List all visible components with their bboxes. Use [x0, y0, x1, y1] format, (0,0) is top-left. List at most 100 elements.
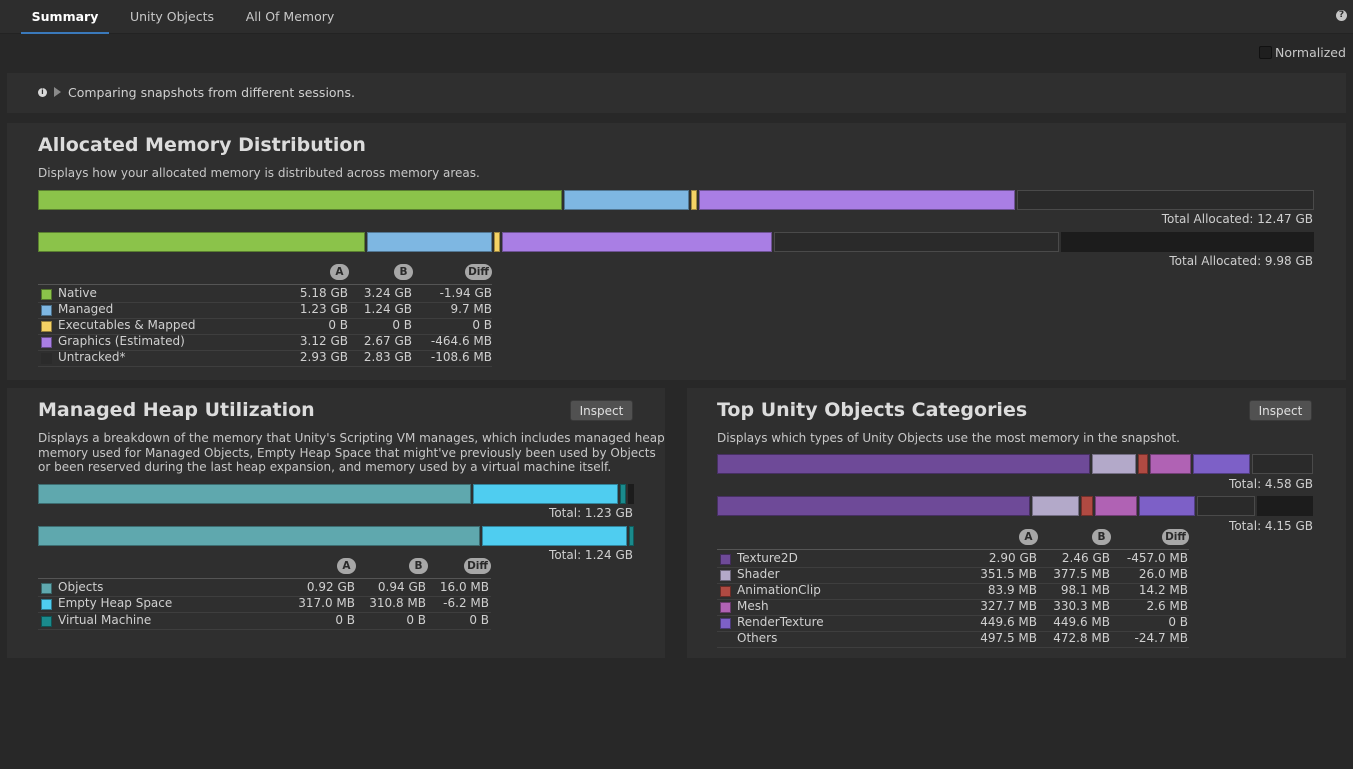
column-a-header: A [1019, 529, 1038, 545]
row-divider [717, 647, 1189, 648]
managed-heap-panel: Managed Heap Utilization Inspect Display… [7, 388, 665, 658]
row-name: Shader [737, 567, 780, 581]
bar-segment-native[interactable] [38, 232, 365, 252]
row-value-a: 2.93 GB [299, 350, 348, 364]
table-row[interactable]: AnimationClip 83.9 MB 98.1 MB 14.2 MB [717, 583, 1188, 599]
row-value-b: 98.1 MB [1060, 583, 1110, 597]
row-value-b: 377.5 MB [1053, 567, 1110, 581]
row-divider [38, 629, 491, 630]
legend-swatch [720, 634, 731, 645]
tab-unity-objects[interactable]: Unity Objects [129, 9, 215, 24]
row-value-diff: -457.0 MB [1126, 551, 1188, 565]
top-objects-total-b: Total: 4.15 GB [1229, 519, 1313, 533]
column-diff-header: Diff [1162, 529, 1189, 545]
help-icon[interactable]: ? [1336, 10, 1347, 21]
top-objects-inspect-button[interactable]: Inspect [1249, 400, 1312, 421]
row-divider [717, 583, 1189, 584]
bar-segment-mesh[interactable] [1095, 496, 1137, 516]
legend-swatch [720, 586, 731, 597]
heap-total-b: Total: 1.24 GB [549, 548, 633, 562]
bar-segment-others[interactable] [1197, 496, 1255, 516]
row-value-a: 1.23 GB [299, 302, 348, 316]
bar-segment-objects[interactable] [38, 484, 471, 504]
bar-segment-untracked[interactable] [1017, 190, 1314, 210]
bar-segment-virtual-machine[interactable] [620, 484, 626, 504]
top-objects-title: Top Unity Objects Categories [717, 399, 1028, 421]
table-row[interactable]: RenderTexture 449.6 MB 449.6 MB 0 B [717, 615, 1188, 631]
row-value-a: 83.9 MB [987, 583, 1037, 597]
bar-segment-unused [1257, 496, 1313, 516]
heap-description-line-1: Displays a breakdown of the memory that … [38, 431, 665, 445]
expand-arrow-icon[interactable] [54, 87, 61, 97]
row-value-a: 449.6 MB [980, 615, 1037, 629]
row-value-diff: 0 B [472, 318, 492, 332]
row-value-a: 5.18 GB [299, 286, 348, 300]
tab-summary[interactable]: Summary [21, 0, 109, 34]
bar-segment-rendertexture[interactable] [1193, 454, 1250, 474]
row-name: Native [58, 286, 97, 300]
bar-segment-executables[interactable] [494, 232, 500, 252]
bar-segment-animationclip[interactable] [1138, 454, 1148, 474]
bar-segment-mesh[interactable] [1150, 454, 1191, 474]
table-row[interactable]: Managed 1.23 GB 1.24 GB 9.7 MB [38, 302, 492, 318]
bar-segment-empty-heap[interactable] [473, 484, 618, 504]
legend-swatch [41, 337, 52, 348]
bar-segment-shader[interactable] [1032, 496, 1079, 516]
table-row[interactable]: Graphics (Estimated) 3.12 GB 2.67 GB -46… [38, 334, 492, 350]
bar-segment-executables[interactable] [691, 190, 697, 210]
tab-all-of-memory[interactable]: All Of Memory [245, 9, 335, 24]
table-row[interactable]: Executables & Mapped 0 B 0 B 0 B [38, 318, 492, 334]
allocated-bar-a [38, 190, 1314, 210]
row-value-a: 317.0 MB [298, 596, 355, 610]
bar-segment-shader[interactable] [1092, 454, 1136, 474]
row-value-a: 2.90 GB [988, 551, 1037, 565]
row-divider [717, 567, 1189, 568]
row-value-b: 0.94 GB [377, 580, 426, 594]
bar-segment-native[interactable] [38, 190, 562, 210]
legend-swatch [41, 353, 52, 364]
bar-segment-managed[interactable] [367, 232, 492, 252]
bar-segment-texture2d[interactable] [717, 454, 1090, 474]
heap-bar-a [38, 484, 634, 504]
bar-segment-untracked[interactable] [774, 232, 1059, 252]
table-row[interactable]: Mesh 327.7 MB 330.3 MB 2.6 MB [717, 599, 1188, 615]
row-name: Objects [58, 580, 104, 594]
bar-segment-managed[interactable] [564, 190, 689, 210]
table-row[interactable]: Objects 0.92 GB 0.94 GB 16.0 MB [38, 580, 489, 596]
bar-segment-animationclip[interactable] [1081, 496, 1093, 516]
row-divider [38, 350, 492, 351]
legend-swatch [720, 570, 731, 581]
row-value-b: 0 B [406, 613, 426, 627]
table-row[interactable]: Others 497.5 MB 472.8 MB -24.7 MB [717, 631, 1188, 647]
legend-swatch [41, 305, 52, 316]
row-value-b: 0 B [392, 318, 412, 332]
bar-segment-virtual-machine[interactable] [629, 526, 634, 546]
bar-segment-empty-heap[interactable] [482, 526, 627, 546]
bar-segment-graphics[interactable] [699, 190, 1015, 210]
table-row[interactable]: Untracked* 2.93 GB 2.83 GB -108.6 MB [38, 350, 492, 366]
bar-segment-unused [1061, 232, 1314, 252]
bar-segment-others[interactable] [1252, 454, 1313, 474]
bar-segment-unused [628, 484, 634, 504]
bar-segment-objects[interactable] [38, 526, 480, 546]
bar-segment-texture2d[interactable] [717, 496, 1030, 516]
row-name: Executables & Mapped [58, 318, 196, 332]
allocated-total-a: Total Allocated: 12.47 GB [1161, 212, 1313, 226]
row-value-a: 0.92 GB [306, 580, 355, 594]
heap-inspect-button[interactable]: Inspect [570, 400, 633, 421]
bar-segment-rendertexture[interactable] [1139, 496, 1195, 516]
table-row[interactable]: Texture2D 2.90 GB 2.46 GB -457.0 MB [717, 551, 1188, 567]
table-row[interactable]: Empty Heap Space 317.0 MB 310.8 MB -6.2 … [38, 596, 489, 612]
allocated-total-b: Total Allocated: 9.98 GB [1169, 254, 1313, 268]
normalized-label: Normalized [1275, 45, 1346, 60]
normalized-checkbox[interactable] [1259, 46, 1272, 59]
info-icon: i [38, 88, 47, 97]
row-name: Mesh [737, 599, 769, 613]
legend-swatch [720, 618, 731, 629]
table-row[interactable]: Shader 351.5 MB 377.5 MB 26.0 MB [717, 567, 1188, 583]
table-header-divider [38, 284, 492, 285]
bar-segment-graphics[interactable] [502, 232, 772, 252]
allocated-bar-b [38, 232, 1314, 252]
table-row[interactable]: Native 5.18 GB 3.24 GB -1.94 GB [38, 286, 492, 302]
table-row[interactable]: Virtual Machine 0 B 0 B 0 B [38, 613, 489, 629]
